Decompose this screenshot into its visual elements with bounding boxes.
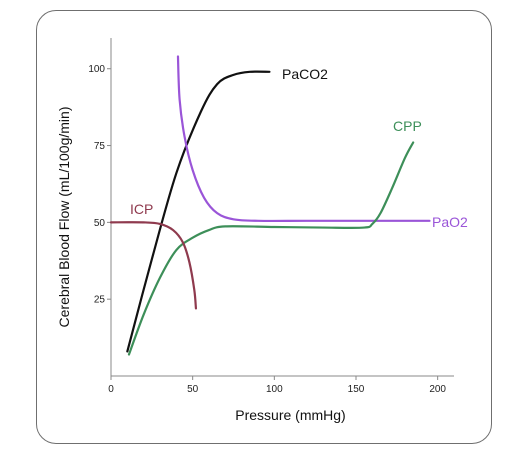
series-labels: PaCO2 PaO2 CPP ICP (130, 66, 468, 230)
y-tick-label: 50 (94, 218, 106, 229)
x-tick-label: 150 (348, 384, 365, 395)
x-tick-label: 100 (266, 384, 283, 395)
x-tick-label: 50 (187, 384, 199, 395)
x-axis-title: Pressure (mmHg) (235, 407, 345, 423)
y-tick-label: 75 (94, 141, 106, 152)
series-line-paco2 (126, 70, 271, 353)
series-label-paco2: PaCO2 (282, 66, 328, 82)
y-axis-title: Cerebral Blood Flow (mL/100g/min) (56, 107, 72, 328)
series-label-cpp: CPP (393, 118, 422, 134)
y-tick-label: 25 (94, 295, 106, 306)
x-tick-label: 200 (429, 384, 446, 395)
series-line-icp (109, 221, 198, 310)
series-line-cpp (127, 141, 415, 356)
series-line-pao2 (176, 55, 431, 223)
axes (110, 38, 454, 377)
ticks: 0 50 100 150 200 25 50 75 100 (88, 64, 446, 395)
y-tick-label: 100 (88, 64, 105, 75)
series-label-pao2: PaO2 (432, 214, 468, 230)
series-label-icp: ICP (130, 201, 153, 217)
series-lines (109, 55, 431, 356)
x-tick-label: 0 (108, 384, 114, 395)
